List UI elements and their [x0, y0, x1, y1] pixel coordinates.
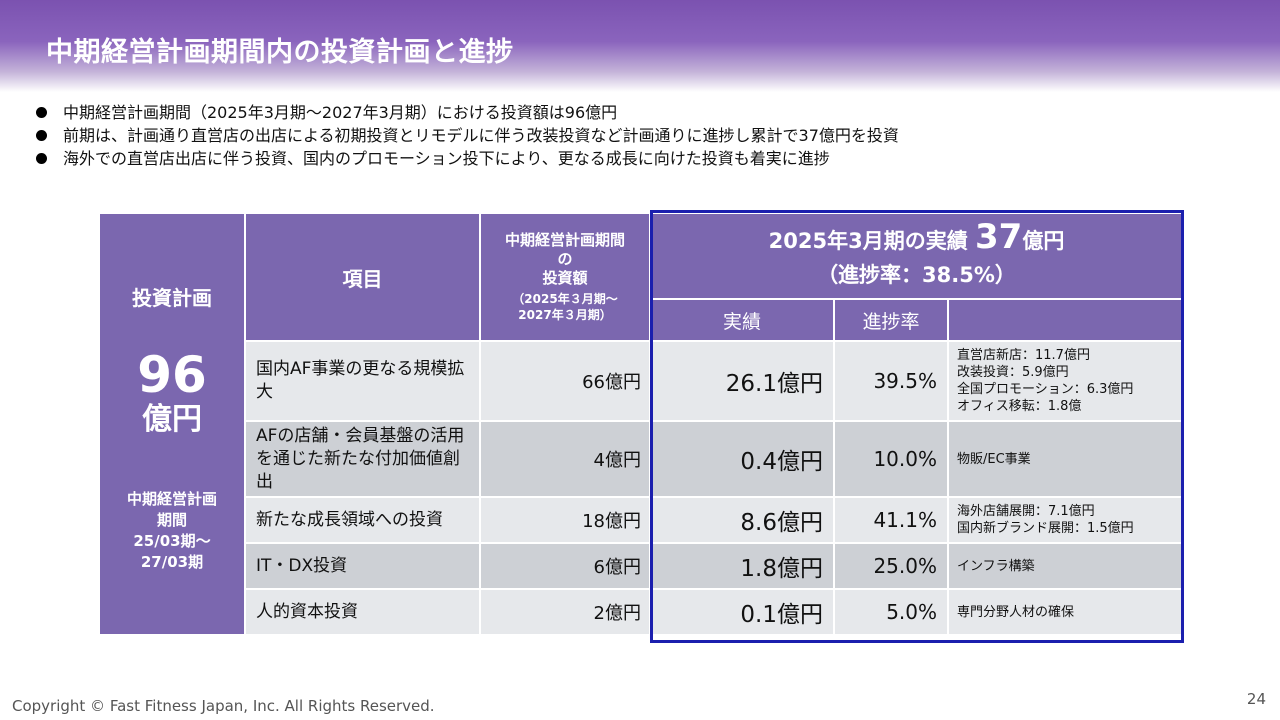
row-item: 新たな成長領域への投資 [244, 496, 481, 544]
detail-line: オフィス移転：1.8億 [957, 399, 1082, 414]
page-number: 24 [1246, 690, 1266, 708]
plan-label: 投資計画 [132, 285, 212, 310]
detail-line: 全国プロモーション：6.3億円 [957, 382, 1134, 397]
header-rate: 進捗率 [833, 298, 949, 342]
row-plan: 2億円 [479, 588, 651, 636]
detail-line: 国内新ブランド展開：1.5億円 [957, 521, 1134, 536]
result-amount: 37 [975, 217, 1023, 257]
header-plan-amount: 中期経営計画期間 の 投資額 （2025年３月期～ 2027年３月期） [479, 212, 651, 342]
header-item: 項目 [244, 212, 481, 342]
detail-line: インフラ構築 [957, 558, 1035, 574]
row-rate: 5.0% [833, 588, 949, 636]
row-plan: 18億円 [479, 496, 651, 544]
bullet-text: 中期経営計画期間（2025年3月期～2027年3月期）における投資額は96億円 [63, 103, 618, 122]
header-actual: 実績 [649, 298, 835, 342]
header-result: 2025年3月期の実績 37億円 （進捗率：38.5%） [649, 212, 1184, 300]
table-row: 新たな成長領域への投資 18億円 8.6億円 41.1% 海外店舗展開：7.1億… [99, 496, 1184, 544]
detail-line: 海外店舗展開：7.1億円 [957, 504, 1095, 519]
table-row: AFの店舗・会員基盤の活用を通じた新たな付加価値創出 4億円 0.4億円 10.… [99, 420, 1184, 498]
row-item: IT・DX投資 [244, 542, 481, 590]
bullet-dot-icon [36, 107, 47, 118]
bullet-list: 中期経営計画期間（2025年3月期～2027年3月期）における投資額は96億円 … [36, 101, 899, 170]
plan-unit: 億円 [142, 401, 202, 437]
row-detail: 直営店新店：11.7億円 改装投資：5.9億円 全国プロモーション：6.3億円 … [947, 340, 1184, 422]
period-line: 期間 [156, 510, 187, 529]
detail-line: 専門分野人材の確保 [957, 604, 1075, 620]
plan-period: 中期経営計画 期間 25/03期～ 27/03期 [101, 489, 243, 573]
header-plan-period: 2027年３月期） [518, 308, 612, 322]
bullet-text: 海外での直営店出店に伴う投資、国内のプロモーション投下により、更なる成長に向けた… [63, 149, 830, 168]
row-actual: 1.8億円 [649, 542, 835, 590]
row-rate: 10.0% [833, 420, 949, 498]
result-unit: 億円 [1022, 229, 1065, 253]
result-title: 2025年3月期の実績 37億円 [652, 217, 1181, 258]
row-rate: 39.5% [833, 340, 949, 422]
header-plan-line: の [557, 250, 573, 268]
detail-line: 直営店新店：11.7億円 [957, 348, 1090, 363]
result-prefix: 2025年3月期の実績 [768, 229, 976, 253]
investment-plan-panel: 投資計画 96 億円 中期経営計画 期間 25/03期～ 27/03期 [98, 212, 246, 636]
table-row: 人的資本投資 2億円 0.1億円 5.0% 専門分野人材の確保 [99, 588, 1184, 636]
table-row: IT・DX投資 6億円 1.8億円 25.0% インフラ構築 [99, 542, 1184, 590]
bullet-text: 前期は、計画通り直営店の出店による初期投資とリモデルに伴う改装投資など計画通りに… [63, 126, 899, 145]
row-actual: 26.1億円 [649, 340, 835, 422]
bullet-dot-icon [36, 130, 47, 141]
row-actual: 0.4億円 [649, 420, 835, 498]
row-item: 人的資本投資 [244, 588, 481, 636]
row-actual: 8.6億円 [649, 496, 835, 544]
header-plan-period: （2025年３月期～ [512, 292, 618, 306]
table-row: 国内AF事業の更なる規模拡大 66億円 26.1億円 39.5% 直営店新店：1… [99, 340, 1184, 422]
bullet-item: 前期は、計画通り直営店の出店による初期投資とリモデルに伴う改装投資など計画通りに… [36, 124, 899, 147]
investment-table: 投資計画 96 億円 中期経営計画 期間 25/03期～ 27/03期 項目 中… [98, 212, 1184, 636]
row-item: 国内AF事業の更なる規模拡大 [244, 340, 481, 422]
copyright: Copyright © Fast Fitness Japan, Inc. All… [12, 697, 435, 715]
header-detail [947, 298, 1184, 342]
row-actual: 0.1億円 [649, 588, 835, 636]
period-line: 25/03期～ [133, 531, 211, 550]
row-plan: 66億円 [479, 340, 651, 422]
bullet-item: 中期経営計画期間（2025年3月期～2027年3月期）における投資額は96億円 [36, 101, 899, 124]
row-item: AFの店舗・会員基盤の活用を通じた新たな付加価値創出 [244, 420, 481, 498]
result-progress: （進捗率：38.5%） [817, 263, 1016, 287]
bullet-item: 海外での直営店出店に伴う投資、国内のプロモーション投下により、更なる成長に向けた… [36, 147, 899, 170]
row-detail: 専門分野人材の確保 [947, 588, 1184, 636]
detail-line: 物販/EC事業 [957, 451, 1031, 467]
row-rate: 41.1% [833, 496, 949, 544]
period-line: 中期経営計画 [126, 489, 217, 508]
title-bar: 中期経営計画期間内の投資計画と進捗 [0, 0, 1280, 92]
plan-amount: 96 [137, 345, 207, 404]
header-plan-line: 投資額 [542, 269, 588, 287]
header-plan-line: 中期経営計画期間 [504, 231, 625, 249]
period-line: 27/03期 [140, 552, 204, 571]
row-plan: 6億円 [479, 542, 651, 590]
page-title: 中期経営計画期間内の投資計画と進捗 [46, 37, 514, 68]
row-detail: インフラ構築 [947, 542, 1184, 590]
detail-line: 改装投資：5.9億円 [957, 365, 1069, 380]
row-detail: 海外店舗展開：7.1億円 国内新ブランド展開：1.5億円 [947, 496, 1184, 544]
bullet-dot-icon [36, 153, 47, 164]
row-plan: 4億円 [479, 420, 651, 498]
row-detail: 物販/EC事業 [947, 420, 1184, 498]
row-rate: 25.0% [833, 542, 949, 590]
